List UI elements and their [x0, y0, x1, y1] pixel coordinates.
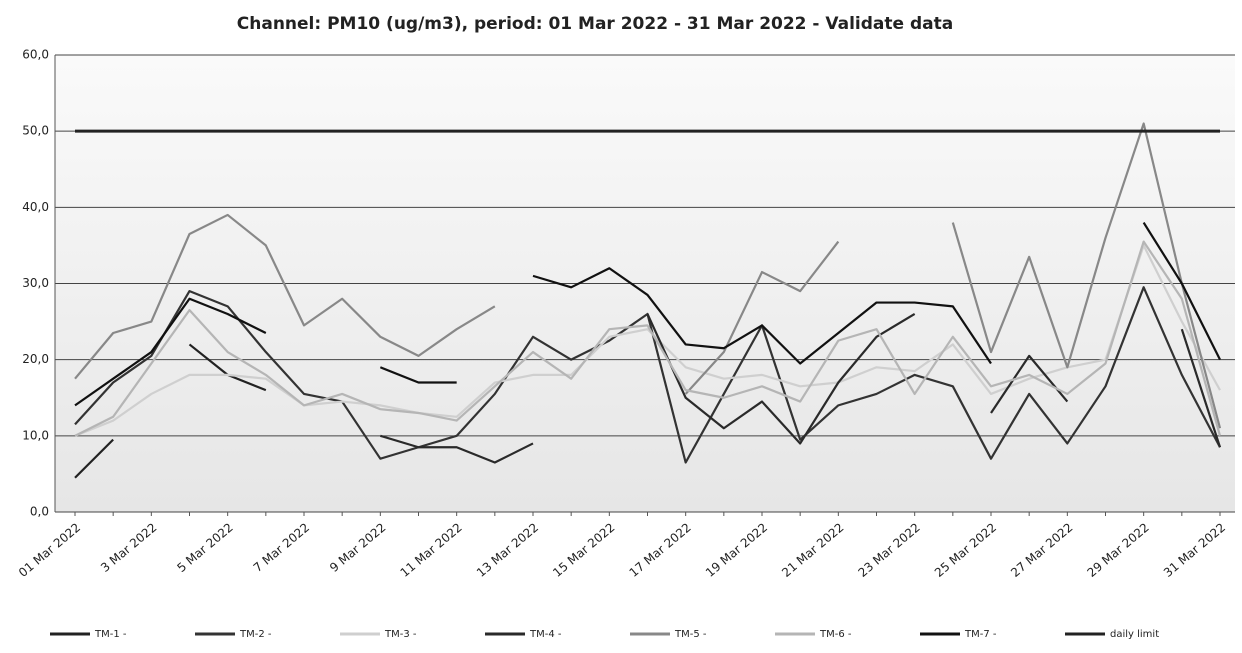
series-line: [74, 240, 1222, 437]
x-tick-label: 31 Mar 2022: [1161, 520, 1228, 580]
x-tick-label: 21 Mar 2022: [779, 520, 846, 580]
x-tick-label: 23 Mar 2022: [856, 520, 923, 580]
legend-label: TM-2 -: [239, 629, 272, 640]
x-tick-label: 25 Mar 2022: [932, 520, 999, 580]
series-line: [74, 213, 496, 380]
series-line: [379, 366, 457, 384]
series-line: [380, 434, 534, 464]
x-tick-label: 9 Mar 2022: [327, 520, 388, 575]
y-tick-label: 0,0: [30, 505, 49, 519]
series-line: [951, 122, 1222, 429]
series-line: [646, 313, 916, 445]
y-tick-label: 50,0: [22, 124, 49, 138]
series-line: [74, 297, 267, 407]
x-tick-label: 15 Mar 2022: [550, 520, 617, 580]
series-line: [74, 438, 114, 479]
x-tick-label: 7 Mar 2022: [251, 520, 312, 575]
x-tick-label: 01 Mar 2022: [16, 520, 83, 580]
legend-label: TM-1 -: [94, 629, 127, 640]
x-tick-label: 27 Mar 2022: [1008, 520, 1075, 580]
series-line: [684, 240, 840, 395]
series-line: [1142, 221, 1221, 361]
x-tick-label: 11 Mar 2022: [398, 520, 465, 580]
series-line: [532, 267, 992, 365]
legend-label: TM-3 -: [384, 629, 417, 640]
series-line: [74, 244, 1221, 437]
series-line: [990, 354, 1069, 414]
y-tick-label: 40,0: [22, 200, 49, 214]
chart-title: Channel: PM10 (ug/m3), period: 01 Mar 20…: [237, 14, 953, 34]
x-tick-label: 17 Mar 2022: [627, 520, 694, 580]
y-tick-label: 60,0: [22, 48, 49, 62]
y-tick-label: 10,0: [22, 428, 49, 442]
legend-label: daily limit: [1110, 629, 1159, 640]
series-line: [1180, 328, 1222, 448]
x-tick-label: 19 Mar 2022: [703, 520, 770, 580]
legend-label: TM-6 -: [819, 629, 852, 640]
legend-label: TM-5 -: [674, 629, 707, 640]
x-tick-label: 5 Mar 2022: [174, 520, 235, 575]
legend-label: TM-4 -: [529, 629, 562, 640]
y-tick-label: 20,0: [22, 352, 49, 366]
legend-label: TM-7 -: [964, 629, 997, 640]
x-tick-label: 29 Mar 2022: [1085, 520, 1152, 580]
y-tick-label: 30,0: [22, 276, 49, 290]
x-tick-label: 13 Mar 2022: [474, 520, 541, 580]
x-tick-label: 3 Mar 2022: [98, 520, 159, 575]
